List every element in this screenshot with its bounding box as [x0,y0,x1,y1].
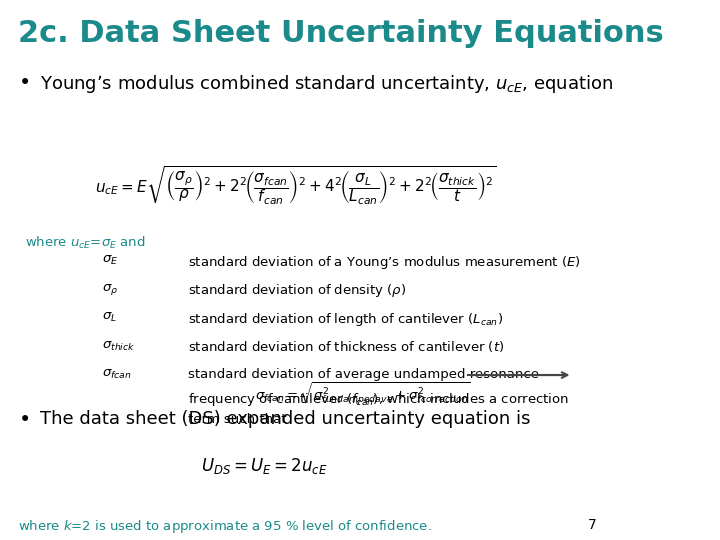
Text: standard deviation of a Young’s modulus measurement ($E$): standard deviation of a Young’s modulus … [188,254,580,271]
Text: term such that: term such that [188,413,287,427]
Text: Young’s modulus combined standard uncertainty, $u_{cE}$, equation: Young’s modulus combined standard uncert… [40,73,613,95]
Text: standard deviation of thickness of cantilever ($t$): standard deviation of thickness of canti… [188,340,504,354]
Text: The data sheet (DS) expanded uncertainty equation is: The data sheet (DS) expanded uncertainty… [40,410,531,428]
Text: $u_{cE} = E\sqrt{\left(\dfrac{\sigma_\rho}{\rho}\right)^2 + 2^2\!\left(\dfrac{\s: $u_{cE} = E\sqrt{\left(\dfrac{\sigma_\rh… [94,165,496,207]
Text: $U_{DS} = U_E = 2u_{cE}$: $U_{DS} = U_E = 2u_{cE}$ [202,456,328,476]
Text: 7: 7 [588,518,597,532]
Text: standard deviation of density ($\rho$): standard deviation of density ($\rho$) [188,282,406,299]
Text: •: • [19,410,31,430]
Text: frequency of cantilever ($f_{can}$), which includes a correction: frequency of cantilever ($f_{can}$), whi… [188,391,569,408]
Text: standard deviation of average undamped resonance: standard deviation of average undamped r… [188,368,539,381]
Text: 2c. Data Sheet Uncertainty Equations: 2c. Data Sheet Uncertainty Equations [19,19,665,48]
Text: where $u_{cE}$=$\sigma_E$ and: where $u_{cE}$=$\sigma_E$ and [24,235,145,251]
Text: $\sigma_{fcan} = \sqrt{\sigma^2_{fundampedave} + \sigma^2_{fcorrection}}$: $\sigma_{fcan} = \sqrt{\sigma^2_{fundamp… [256,381,472,407]
Text: standard deviation of length of cantilever ($L_{can}$): standard deviation of length of cantilev… [188,311,503,328]
Text: $\sigma_{thick}$: $\sigma_{thick}$ [102,340,135,353]
Text: •: • [19,73,31,93]
Text: $\sigma_{fcan}$: $\sigma_{fcan}$ [102,368,131,381]
Text: $\sigma_\rho$: $\sigma_\rho$ [102,282,118,297]
Text: where $k$=2 is used to approximate a 95 % level of confidence.: where $k$=2 is used to approximate a 95 … [19,518,432,535]
Text: $\sigma_E$: $\sigma_E$ [102,254,118,267]
Text: $\sigma_L$: $\sigma_L$ [102,311,117,324]
